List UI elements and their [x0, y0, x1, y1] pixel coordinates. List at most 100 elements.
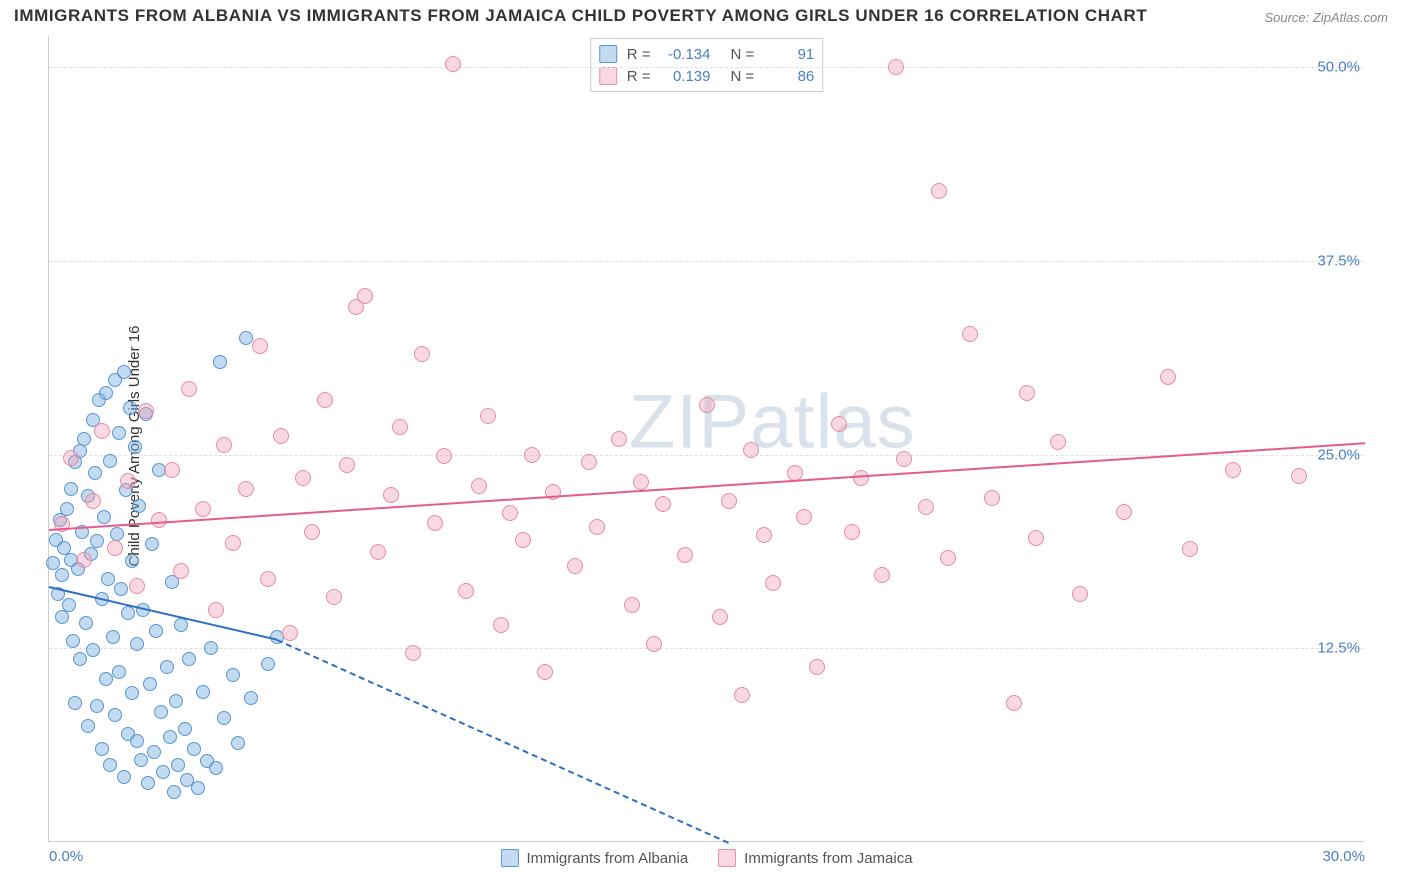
scatter-point: [493, 617, 509, 633]
scatter-point: [64, 482, 78, 496]
scatter-point: [55, 568, 69, 582]
scatter-point: [108, 708, 122, 722]
gridline: [49, 648, 1364, 649]
legend-label: Immigrants from Jamaica: [744, 850, 912, 867]
scatter-point: [128, 440, 142, 454]
scatter-point: [213, 355, 227, 369]
scatter-point: [765, 575, 781, 591]
legend-label: Immigrants from Albania: [526, 850, 688, 867]
scatter-point: [195, 501, 211, 517]
scatter-point: [79, 616, 93, 630]
scatter-point: [1028, 530, 1044, 546]
scatter-point: [1006, 695, 1022, 711]
scatter-point: [1225, 462, 1241, 478]
stats-row: R =-0.134N =91: [599, 43, 815, 65]
scatter-point: [225, 535, 241, 551]
scatter-point: [317, 392, 333, 408]
gridline: [49, 67, 1364, 68]
scatter-point: [414, 346, 430, 362]
scatter-point: [129, 578, 145, 594]
scatter-point: [445, 56, 461, 72]
scatter-point: [73, 652, 87, 666]
scatter-point: [984, 490, 1000, 506]
scatter-point: [86, 643, 100, 657]
scatter-point: [163, 730, 177, 744]
scatter-point: [125, 686, 139, 700]
scatter-point: [480, 408, 496, 424]
scatter-point: [515, 532, 531, 548]
scatter-point: [204, 641, 218, 655]
scatter-point: [145, 537, 159, 551]
y-tick-label: 12.5%: [1317, 640, 1366, 657]
scatter-point: [106, 630, 120, 644]
scatter-point: [567, 558, 583, 574]
n-label: N =: [731, 46, 755, 63]
scatter-point: [101, 572, 115, 586]
scatter-point: [173, 563, 189, 579]
scatter-point: [524, 447, 540, 463]
scatter-point: [90, 699, 104, 713]
scatter-point: [712, 609, 728, 625]
scatter-point: [1182, 541, 1198, 557]
scatter-point: [156, 765, 170, 779]
scatter-point: [589, 519, 605, 535]
scatter-point: [436, 448, 452, 464]
scatter-point: [167, 785, 181, 799]
scatter-point: [226, 668, 240, 682]
scatter-point: [844, 524, 860, 540]
scatter-point: [217, 711, 231, 725]
bottom-legend: Immigrants from Albania Immigrants from J…: [500, 849, 912, 867]
scatter-point: [63, 450, 79, 466]
scatter-point: [581, 454, 597, 470]
n-value: 91: [764, 46, 814, 63]
scatter-point: [114, 582, 128, 596]
scatter-point: [940, 550, 956, 566]
y-tick-label: 50.0%: [1317, 59, 1366, 76]
scatter-point: [339, 457, 355, 473]
scatter-point: [181, 381, 197, 397]
scatter-point: [1116, 504, 1132, 520]
scatter-point: [743, 442, 759, 458]
legend-swatch: [718, 849, 736, 867]
chart-title: IMMIGRANTS FROM ALBANIA VS IMMIGRANTS FR…: [14, 6, 1147, 26]
scatter-point: [141, 776, 155, 790]
x-tick-label: 0.0%: [49, 848, 83, 865]
scatter-point: [99, 386, 113, 400]
scatter-point: [392, 419, 408, 435]
scatter-point: [1019, 385, 1035, 401]
scatter-point: [182, 652, 196, 666]
scatter-point: [147, 745, 161, 759]
scatter-point: [77, 432, 91, 446]
scatter-point: [62, 598, 76, 612]
scatter-point: [90, 534, 104, 548]
scatter-point: [99, 672, 113, 686]
scatter-point: [931, 183, 947, 199]
scatter-point: [95, 742, 109, 756]
scatter-point: [160, 660, 174, 674]
scatter-point: [123, 401, 137, 415]
scatter-point: [94, 423, 110, 439]
legend-swatch: [599, 45, 617, 63]
scatter-point: [68, 696, 82, 710]
scatter-point: [611, 431, 627, 447]
scatter-point: [107, 540, 123, 556]
scatter-point: [187, 742, 201, 756]
scatter-point: [76, 552, 92, 568]
scatter-point: [231, 736, 245, 750]
scatter-point: [809, 659, 825, 675]
y-tick-label: 37.5%: [1317, 252, 1366, 269]
scatter-point: [427, 515, 443, 531]
legend-item: Immigrants from Jamaica: [718, 849, 912, 867]
scatter-point: [208, 602, 224, 618]
scatter-point: [405, 645, 421, 661]
n-value: 86: [764, 68, 814, 85]
scatter-point: [721, 493, 737, 509]
source-attribution: Source: ZipAtlas.com: [1264, 10, 1388, 25]
legend-item: Immigrants from Albania: [500, 849, 688, 867]
legend-swatch: [500, 849, 518, 867]
scatter-point: [326, 589, 342, 605]
scatter-point: [46, 556, 60, 570]
scatter-point: [304, 524, 320, 540]
scatter-point: [677, 547, 693, 563]
gridline: [49, 261, 1364, 262]
